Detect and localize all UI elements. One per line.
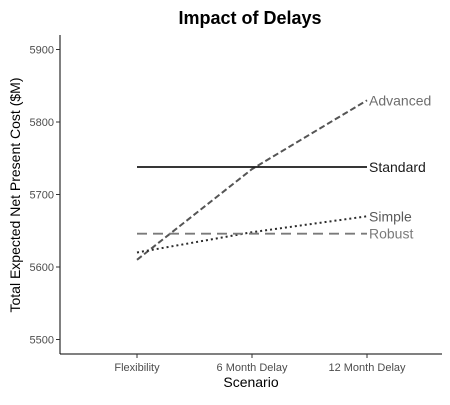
y-tick-label: 5500 — [30, 335, 54, 347]
axes: 5500 5600 5700 5800 5900 Flexibility 6 Month D… — [30, 35, 442, 374]
series-label-advanced: Advanced — [369, 92, 431, 108]
y-tick-label: 5700 — [30, 190, 54, 202]
y-tick-label: 5900 — [30, 45, 54, 57]
x-tick-label: Flexibility — [114, 362, 160, 374]
series-labels: Advanced Standard Simple Robust — [369, 92, 431, 241]
x-axis-title: Scenario — [223, 374, 278, 390]
x-tick-label: 6 Month Delay — [217, 362, 288, 374]
series-line-simple — [136, 215, 368, 254]
series-label-simple: Simple — [369, 208, 412, 224]
y-axis-title: Total Expected Net Present Cost ($M) — [7, 78, 23, 313]
y-tick-label: 5800 — [30, 117, 54, 129]
series-line-advanced — [136, 99, 368, 261]
series-label-robust: Robust — [369, 226, 413, 242]
series-lines — [136, 99, 368, 261]
y-tick-label: 5600 — [30, 262, 54, 274]
x-tick-label: 12 Month Delay — [328, 362, 406, 374]
series-label-standard: Standard — [369, 159, 426, 175]
chart-title: Impact of Delays — [178, 8, 321, 28]
